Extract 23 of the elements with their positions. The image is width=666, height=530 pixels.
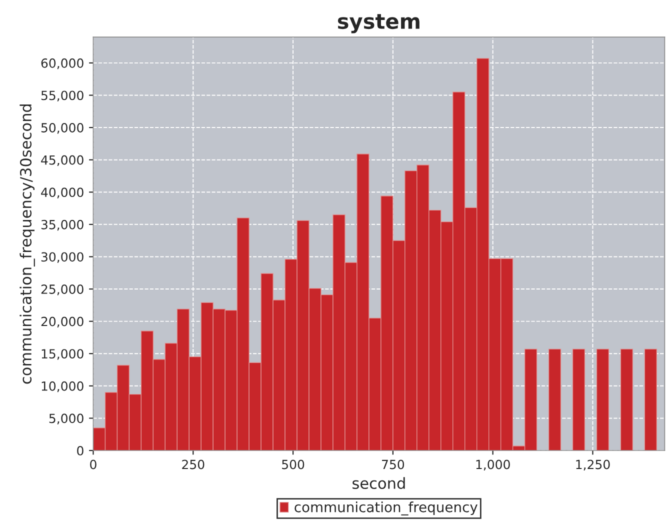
- y-tick-label: 60,000: [41, 58, 84, 70]
- x-tick-label: 500: [282, 460, 304, 470]
- x-tick-label: 1,000: [476, 460, 510, 470]
- y-tick-label: 25,000: [41, 284, 84, 296]
- y-tick-label: 5,000: [49, 414, 84, 424]
- x-tick-label: 250: [182, 460, 204, 470]
- legend-label: communication_frequency: [294, 502, 478, 516]
- y-tick-label: 10,000: [42, 381, 84, 392]
- y-tick-label: 0: [77, 446, 84, 456]
- y-tick-label: 45,000: [41, 155, 84, 166]
- y-axis-title: communication_frequency/30second: [20, 104, 35, 384]
- y-tick-label: 30,000: [41, 252, 84, 263]
- x-tick-label: 750: [382, 460, 404, 470]
- y-tick-label: 20,000: [41, 316, 84, 328]
- chart-title: system: [338, 14, 420, 34]
- x-tick-label: 0: [90, 460, 96, 470]
- x-axis-title: second: [352, 477, 405, 490]
- y-tick-label: 15,000: [42, 349, 84, 360]
- y-tick-label: 40,000: [41, 188, 84, 198]
- y-tick-label: 50,000: [41, 123, 84, 134]
- y-tick-label: 35,000: [41, 220, 84, 231]
- y-tick-label: 55,000: [41, 90, 84, 102]
- x-tick-label: 1,250: [576, 460, 610, 470]
